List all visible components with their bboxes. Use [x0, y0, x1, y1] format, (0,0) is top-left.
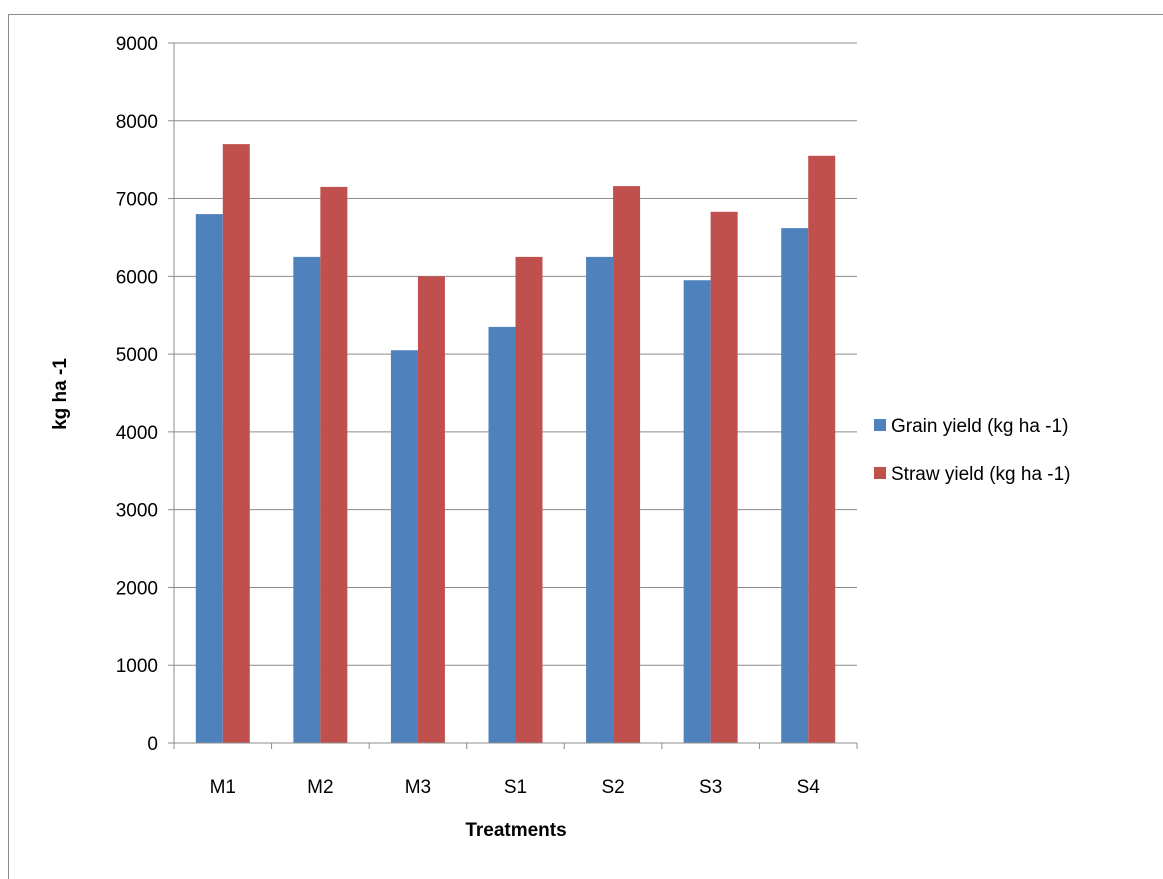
y-tick-label: 0 — [147, 734, 158, 755]
y-tick-label: 8000 — [116, 112, 158, 133]
y-tick-label: 1000 — [116, 656, 158, 677]
x-axis-title: Treatments — [465, 820, 566, 841]
y-tick-label: 9000 — [116, 34, 158, 55]
bar-straw-m2 — [320, 186, 348, 743]
legend-swatch-grain — [874, 419, 886, 431]
bar-straw-s3 — [710, 211, 738, 743]
legend-label-straw: Straw yield (kg ha -1) — [891, 464, 1071, 485]
y-axis-title: kg ha -1 — [50, 358, 71, 430]
bar-grain-m3 — [390, 350, 418, 743]
x-tick-label: S4 — [797, 777, 821, 798]
x-tick-label: S1 — [504, 777, 527, 798]
legend-swatch-straw — [874, 467, 886, 479]
bar-grain-m2 — [293, 256, 321, 743]
y-tick-label: 2000 — [116, 578, 158, 599]
bar-grain-s3 — [683, 280, 711, 743]
legend-label-grain: Grain yield (kg ha -1) — [891, 416, 1068, 437]
y-tick-labels: 0 1000 2000 3000 4000 5000 6000 7000 8000 9000 — [116, 34, 158, 755]
x-tick-label: S2 — [601, 777, 624, 798]
bar-straw-s1 — [515, 256, 543, 743]
x-tick-label: S3 — [699, 777, 722, 798]
y-tick-label: 7000 — [116, 190, 158, 211]
bar-grain-s1 — [488, 326, 516, 743]
x-tick-labels: M1 M2 M3 S1 S2 S3 S4 — [210, 777, 821, 798]
bars — [195, 144, 836, 744]
x-tick-label: M2 — [307, 777, 333, 798]
bar-straw-s4 — [808, 155, 836, 743]
y-tick-label: 4000 — [116, 423, 158, 444]
bar-straw-s2 — [613, 186, 641, 744]
chart-frame — [8, 14, 1163, 879]
y-tick-label: 6000 — [116, 267, 158, 288]
axes — [168, 42, 858, 749]
bar-straw-m3 — [417, 276, 445, 743]
x-tick-label: M1 — [210, 777, 236, 798]
bar-grain-s2 — [586, 256, 614, 743]
x-tick-label: M3 — [405, 777, 431, 798]
y-tick-label: 5000 — [116, 345, 158, 366]
bar-grain-m1 — [195, 214, 223, 744]
bar-grain-s4 — [781, 228, 809, 744]
legend: Grain yield (kg ha -1) Straw yield (kg h… — [874, 416, 1071, 485]
y-tick-label: 3000 — [116, 501, 158, 522]
bar-straw-m1 — [222, 144, 250, 744]
